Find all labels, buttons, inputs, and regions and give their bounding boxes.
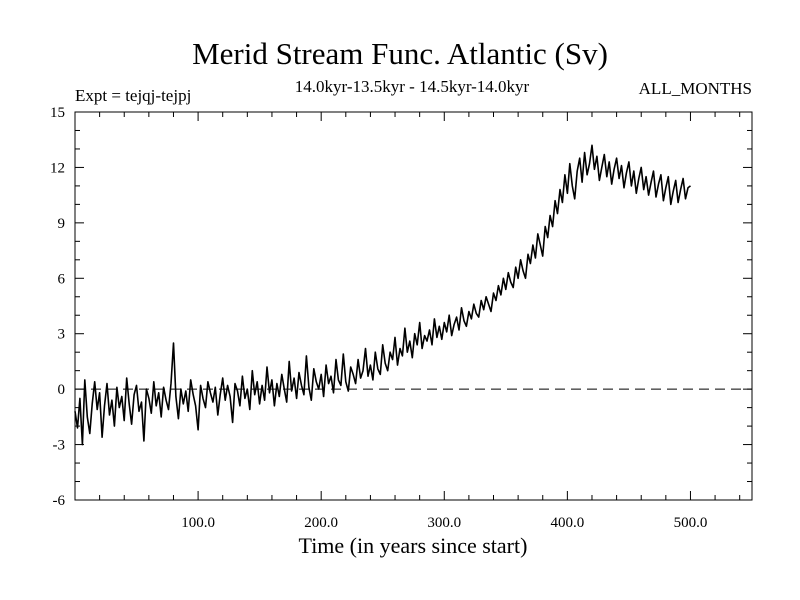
experiment-label: Expt = tejqj-tejpj: [75, 86, 191, 105]
y-axis: -6 -3 0 3 6 9 12 15: [50, 105, 752, 509]
time-window-label: 14.0kyr-13.5kyr - 14.5kyr-14.0kyr: [295, 77, 530, 96]
chart-title: Merid Stream Func. Atlantic (Sv): [192, 36, 608, 71]
plot-area: -6 -3 0 3 6 9 12 15 100.0 200.0 300.0 400.0 500.0: [50, 105, 753, 531]
x-axis-label: Time (in years since start): [299, 533, 528, 558]
x-axis: 100.0 200.0 300.0 400.0 500.0: [99, 112, 741, 531]
x-tick-label: 300.0: [427, 515, 461, 531]
months-label: ALL_MONTHS: [639, 79, 752, 98]
y-tick-label: -6: [53, 493, 66, 509]
y-tick-label: 0: [58, 382, 66, 398]
y-tick-label: 3: [58, 327, 66, 343]
series-line: [74, 144, 691, 446]
x-tick-label: 100.0: [181, 515, 215, 531]
y-tick-label: -3: [53, 438, 66, 454]
plot-frame: [74, 111, 753, 501]
y-tick-label: 15: [50, 105, 65, 121]
y-tick-label: 6: [58, 271, 66, 287]
x-tick-label: 500.0: [674, 515, 708, 531]
y-tick-label: 12: [50, 160, 65, 176]
x-tick-label: 400.0: [550, 515, 584, 531]
y-tick-label: 9: [58, 216, 66, 232]
x-tick-label: 200.0: [304, 515, 338, 531]
